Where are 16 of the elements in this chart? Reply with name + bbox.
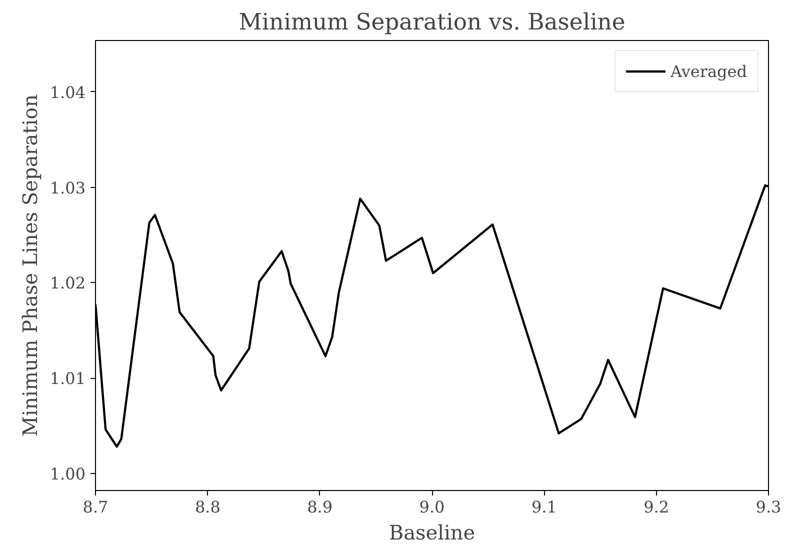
x-tick-label: 8.8	[194, 498, 220, 516]
x-axis-title: Baseline	[388, 520, 476, 544]
legend-label: Averaged	[670, 62, 747, 80]
y-axis-title: Minimum Phase Lines Separation	[18, 94, 42, 437]
x-tick-label: 9.2	[644, 498, 670, 516]
y-tick-label: 1.04	[50, 82, 86, 102]
y-tick-label: 1.03	[50, 178, 86, 198]
x-tick-label: 9.0	[419, 498, 445, 516]
x-tick-label: 9.1	[531, 498, 557, 516]
y-tick-label: 1.00	[50, 464, 86, 484]
x-tick-label: 8.9	[307, 498, 333, 516]
y-tick-label: 1.02	[50, 274, 86, 293]
y-tick-label: 1.01	[50, 369, 86, 388]
x-tick-label: 8.7	[82, 498, 108, 516]
x-tick-label: 9.3	[756, 498, 782, 516]
chart-title: Minimum Separation vs. Baseline	[238, 10, 626, 36]
